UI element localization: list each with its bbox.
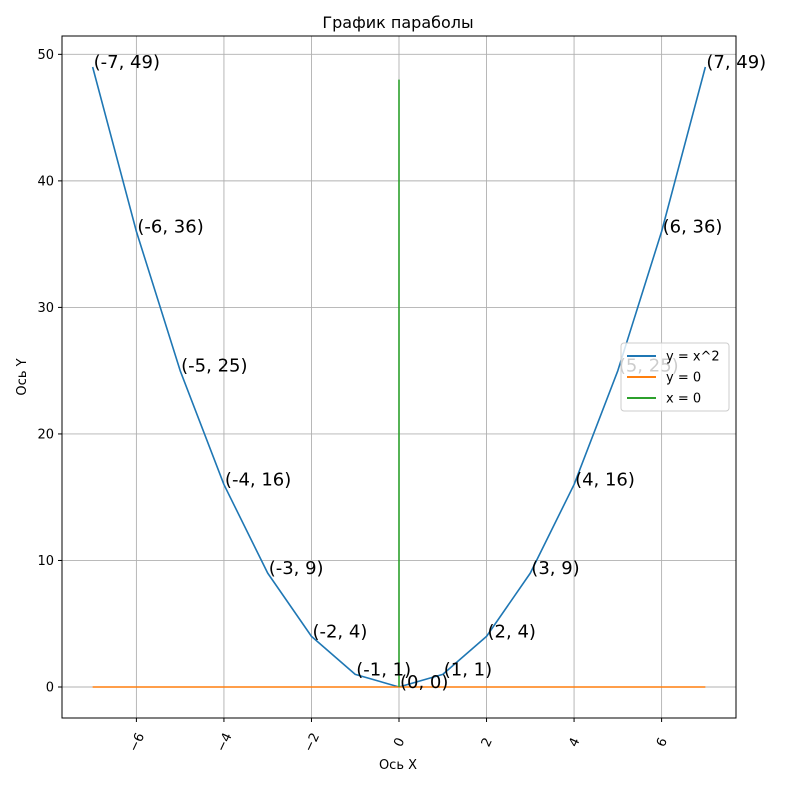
point-label: (-7, 49) (94, 52, 160, 73)
point-label: (1, 1) (444, 659, 492, 680)
x-axis-title: Ось X (379, 758, 417, 773)
point-label: (6, 36) (663, 216, 723, 237)
point-label: (-4, 16) (225, 470, 291, 491)
y-axis-title: Ось Y (15, 358, 30, 395)
legend-entry-label: x = 0 (666, 392, 701, 407)
point-label: (-1, 1) (356, 659, 411, 680)
point-label: (-6, 36) (137, 216, 203, 237)
series-layer (91, 66, 707, 688)
x-tick-label: −6 (126, 731, 148, 755)
x-tick-label: −2 (301, 731, 323, 755)
point-label: (-5, 25) (181, 356, 247, 377)
point-label: (0, 0) (400, 672, 448, 693)
chart-title: График параболы (322, 13, 473, 32)
legend-entry-label: y = 0 (666, 371, 701, 386)
legend-entry-label: y = x^2 (666, 350, 720, 365)
y-tick-label: 30 (37, 301, 54, 316)
point-label: (-3, 9) (269, 558, 324, 579)
point-label: (-2, 4) (312, 621, 367, 642)
y-tick-label: 10 (37, 554, 54, 569)
legend: y = x^2 y = 0 x = 0 (620, 342, 730, 412)
point-label: (2, 4) (488, 621, 536, 642)
y-tick-label: 50 (37, 48, 54, 63)
y-tick-label: 0 (46, 681, 54, 696)
x-tick-label: −4 (214, 731, 236, 755)
y-tick-label: 40 (37, 174, 54, 189)
y-tick-label: 20 (37, 427, 54, 442)
point-label: (4, 16) (575, 470, 635, 491)
point-annotations: (-7, 49) (-6, 36) (-5, 25) (-4, 16) (-3, 9) (… (94, 52, 767, 693)
point-label: (3, 9) (531, 558, 579, 579)
legend-box (620, 342, 730, 412)
